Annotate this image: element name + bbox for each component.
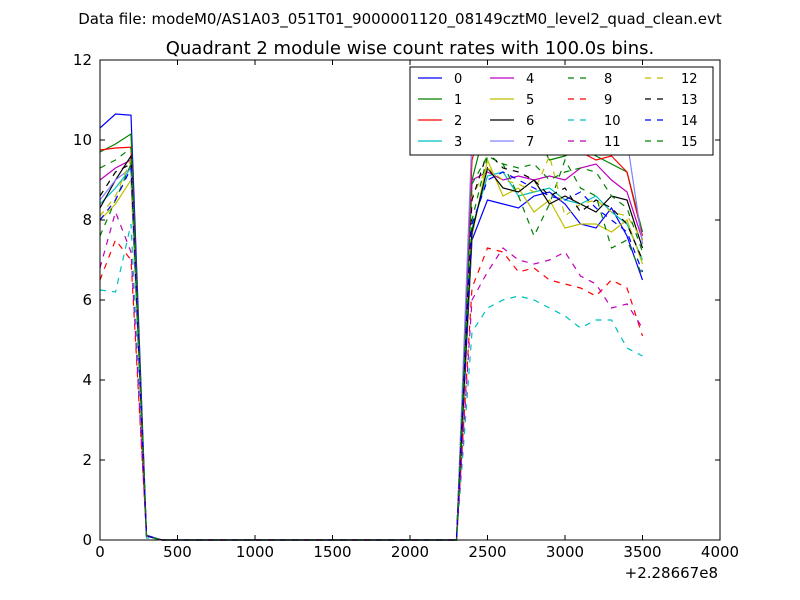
legend-label-3: 3 bbox=[454, 135, 462, 150]
x-tick-label: 2000 bbox=[391, 543, 429, 561]
chart-suptitle: Data file: modeM0/AS1A03_051T01_90000011… bbox=[78, 10, 722, 29]
y-tick-label: 6 bbox=[82, 291, 92, 309]
legend-label-1: 1 bbox=[454, 93, 462, 108]
series-line-4 bbox=[99, 159, 644, 541]
series-line-15 bbox=[99, 146, 644, 541]
plot-series-group bbox=[99, 104, 644, 541]
legend-label-11: 11 bbox=[604, 135, 621, 150]
x-tick-label: 3500 bbox=[623, 543, 661, 561]
series-line-12 bbox=[99, 154, 644, 541]
legend-label-12: 12 bbox=[681, 72, 698, 87]
x-tick-label: 0 bbox=[95, 543, 105, 561]
series-line-13 bbox=[99, 150, 644, 541]
series-line-11 bbox=[99, 210, 644, 541]
legend-label-0: 0 bbox=[454, 72, 462, 87]
legend-label-9: 9 bbox=[604, 93, 612, 108]
series-line-5 bbox=[99, 158, 644, 541]
y-tick-label: 12 bbox=[73, 51, 92, 69]
x-axis: 0 500 1000 1500 2000 2500 3000 3500 4000 bbox=[95, 60, 739, 561]
series-line-10 bbox=[99, 223, 643, 541]
series-line-6 bbox=[99, 154, 644, 541]
x-tick-label: 4000 bbox=[701, 543, 739, 561]
y-tick-label: 0 bbox=[82, 531, 92, 549]
x-tick-label: 1500 bbox=[313, 543, 351, 561]
legend-label-10: 10 bbox=[604, 114, 621, 129]
x-tick-label: 1000 bbox=[236, 543, 274, 561]
y-tick-label: 8 bbox=[82, 211, 92, 229]
series-line-14 bbox=[99, 167, 644, 541]
x-axis-offset-label: +2.28667e8 bbox=[625, 564, 718, 582]
legend-frame bbox=[409, 66, 714, 156]
series-line-1 bbox=[99, 118, 644, 541]
series-line-0 bbox=[99, 113, 644, 541]
y-tick-label: 4 bbox=[82, 371, 92, 389]
legend-label-2: 2 bbox=[454, 114, 462, 129]
x-tick-label: 500 bbox=[163, 543, 192, 561]
legend-label-6: 6 bbox=[526, 114, 534, 129]
series-line-3 bbox=[99, 166, 644, 541]
chart-title: Quadrant 2 module wise count rates with … bbox=[166, 38, 655, 59]
x-tick-label: 3000 bbox=[546, 543, 584, 561]
legend-label-14: 14 bbox=[681, 114, 698, 129]
legend-label-13: 13 bbox=[681, 93, 698, 108]
legend-label-5: 5 bbox=[526, 93, 534, 108]
y-tick-label: 10 bbox=[73, 131, 92, 149]
x-tick-label: 2500 bbox=[468, 543, 506, 561]
legend-label-7: 7 bbox=[526, 135, 534, 150]
legend-label-8: 8 bbox=[604, 72, 612, 87]
series-line-8 bbox=[99, 155, 644, 541]
legend-label-15: 15 bbox=[681, 135, 698, 150]
y-tick-label: 2 bbox=[82, 451, 92, 469]
series-line-9 bbox=[99, 238, 644, 541]
legend-label-4: 4 bbox=[526, 72, 534, 87]
